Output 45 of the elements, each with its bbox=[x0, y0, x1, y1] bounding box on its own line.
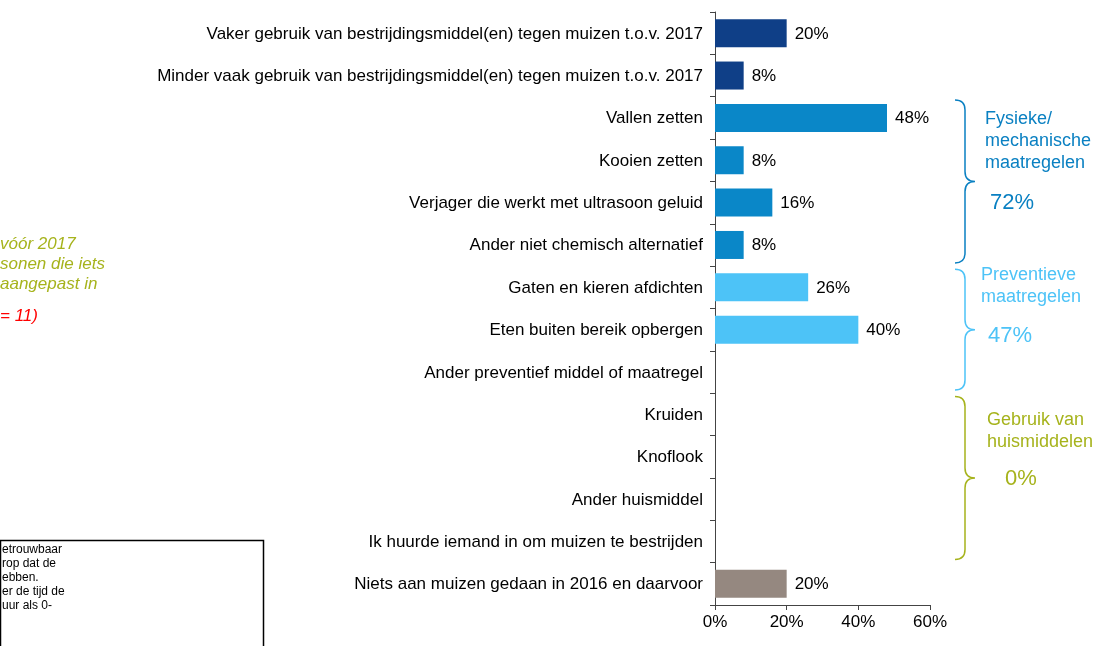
bar bbox=[715, 146, 744, 175]
bar bbox=[715, 103, 887, 132]
bar bbox=[715, 315, 859, 344]
text: = 11) bbox=[0, 305, 38, 325]
y-tick-label: Verjager die werkt met ultrasoon geluid bbox=[409, 193, 703, 213]
y-tick-label: Vaker gebruik van bestrijdingsmiddel(en) tegen muizen t.o.v. 2017 bbox=[206, 23, 703, 43]
data-label: 16% bbox=[780, 193, 815, 213]
x-tick-label: 0% bbox=[702, 612, 728, 631]
y-tick-label: Ik huurde iemand in om muizen te bestrijden bbox=[368, 531, 703, 551]
text: 0% bbox=[1005, 464, 1037, 490]
text: vóór 2017 sonen die iets aangepast in bbox=[0, 233, 106, 293]
data-label: 20% bbox=[794, 574, 829, 594]
data-label: 40% bbox=[866, 320, 901, 340]
data-label: 48% bbox=[895, 108, 930, 128]
data-label: 8% bbox=[751, 150, 777, 170]
x-tick-label: 60% bbox=[912, 612, 948, 631]
bar bbox=[715, 61, 744, 90]
y-tick-label: Ander huismiddel bbox=[571, 489, 703, 509]
y-tick-label: Knoflook bbox=[636, 447, 704, 467]
text: Fysieke/ mechanische maatregelen bbox=[985, 108, 1092, 172]
bar bbox=[715, 188, 773, 217]
text: Preventieve maatregelen bbox=[981, 264, 1082, 306]
y-tick-label: Eten buiten bereik opbergen bbox=[489, 320, 703, 340]
y-tick-label: Vallen zetten bbox=[605, 108, 703, 128]
data-label: 8% bbox=[751, 66, 777, 86]
text: etrouwbaar rop dat de ebben. er de tijd de uur als 0- bbox=[2, 542, 66, 612]
x-tick-label: 40% bbox=[841, 612, 876, 631]
y-tick-label: Minder vaak gebruik van bestrijdingsmiddel(en) tegen muizen t.o.v. 2017 bbox=[157, 66, 703, 86]
text: 72% bbox=[990, 188, 1035, 214]
y-tick-label: Kruiden bbox=[644, 404, 703, 424]
y-tick-label: Kooien zetten bbox=[599, 150, 703, 170]
data-label: 20% bbox=[794, 23, 829, 43]
x-tick-label: 20% bbox=[769, 612, 804, 631]
bar bbox=[715, 569, 787, 598]
y-tick-label: Niets aan muizen gedaan in 2016 en daarvoor bbox=[354, 574, 704, 594]
text: Gebruik van huismiddelen bbox=[987, 409, 1094, 451]
y-tick-label: Ander niet chemisch alternatief bbox=[469, 235, 704, 255]
bar bbox=[715, 19, 787, 48]
text: 47% bbox=[988, 321, 1033, 347]
data-label: 26% bbox=[816, 277, 851, 297]
bar bbox=[715, 230, 744, 259]
bar bbox=[715, 273, 809, 302]
y-tick-label: Ander preventief middel of maatregel bbox=[424, 362, 703, 382]
data-label: 8% bbox=[751, 235, 777, 255]
y-tick-label: Gaten en kieren afdichten bbox=[508, 277, 703, 297]
